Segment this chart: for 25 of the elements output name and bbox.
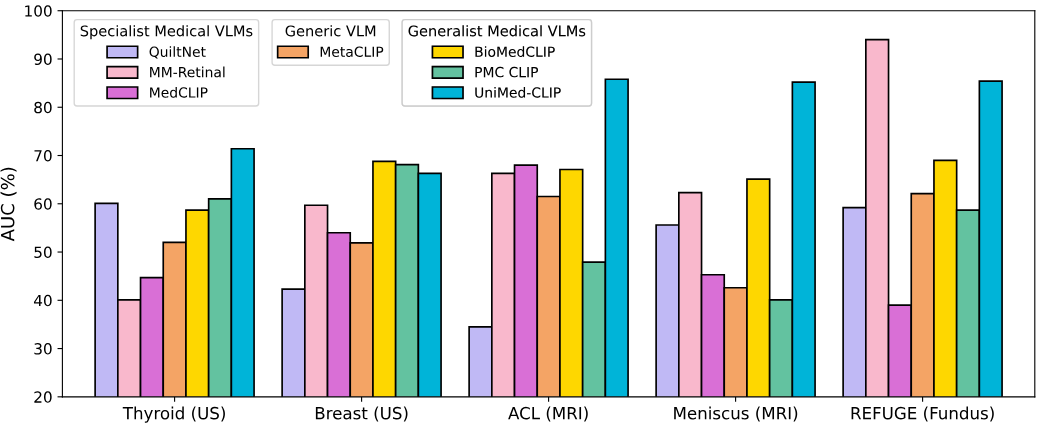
x-tick-label: Breast (US)	[315, 406, 408, 422]
y-tick-label: 70	[34, 149, 52, 162]
x-tick-label: Thyroid (US)	[122, 406, 225, 423]
x-tick-label: Meniscus (MRI)	[674, 406, 798, 422]
text: Generic VLM	[285, 25, 376, 37]
legend-label: UniMed-CLIP	[475, 86, 561, 98]
legend-label: MetaCLIP	[320, 46, 384, 57]
y-tick-label: 40	[33, 294, 52, 307]
y-axis-title: AUC (%)	[0, 167, 17, 242]
text: Generalist Medical VLMs	[408, 25, 586, 37]
y-tick-label: 80	[34, 101, 52, 114]
y-tick-label: 50	[34, 246, 52, 259]
text: Specialist Medical VLMs	[80, 25, 253, 40]
legend-label: MM-Retinal	[150, 66, 225, 78]
y-tick-label: 90	[34, 53, 52, 66]
y-tick-label: 30	[34, 343, 52, 355]
y-tick-label: 20	[34, 391, 52, 403]
legend-label: PMC CLIP	[475, 66, 539, 78]
legend-label: QuiltNet	[149, 46, 206, 59]
x-tick-label: ACL (MRI)	[508, 406, 588, 422]
legend-label: BioMedCLIP	[475, 46, 555, 57]
y-tick-label: 60	[34, 198, 52, 210]
y-tick-label: 100	[25, 5, 52, 17]
legend-label: MedCLIP	[150, 86, 208, 98]
x-tick-label: REFUGE (Fundus)	[851, 406, 994, 422]
